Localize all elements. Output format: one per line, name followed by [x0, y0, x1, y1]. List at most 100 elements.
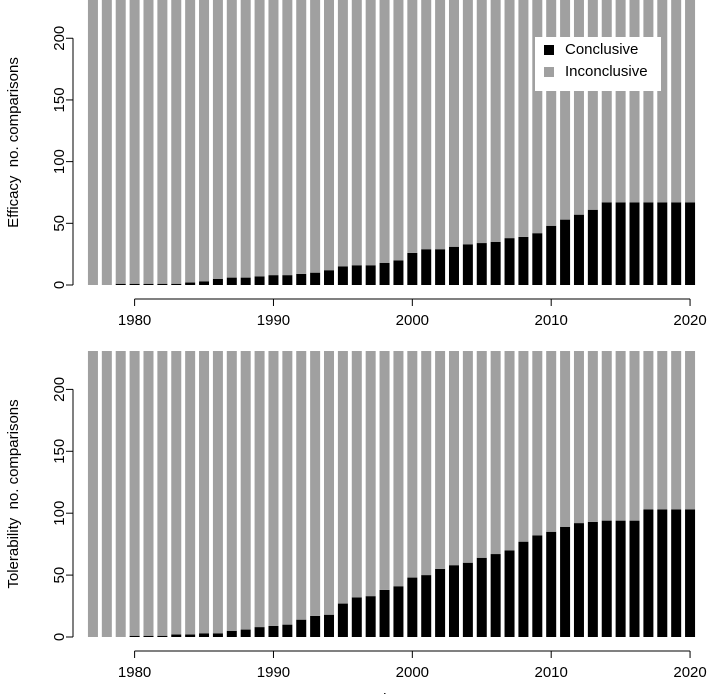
bar-segment: [254, 276, 265, 285]
y-axis-title: Efficacy no. comparisons: [5, 57, 22, 228]
bar-segment: [476, 557, 487, 637]
bar-segment: [587, 351, 598, 522]
bar-segment: [601, 0, 612, 203]
bar-segment: [87, 0, 98, 285]
bar-segment: [421, 0, 432, 250]
bar-segment: [212, 633, 223, 637]
bar-segment: [185, 282, 196, 285]
bar-segment: [476, 0, 487, 244]
bar-segment: [351, 0, 362, 266]
y-tick-label: 100: [51, 149, 68, 174]
bar-segment: [657, 202, 668, 285]
bar-segment: [504, 550, 515, 637]
bar-segment: [324, 351, 335, 615]
bar-segment: [365, 596, 376, 637]
bar-segment: [129, 635, 140, 637]
bar-segment: [240, 351, 251, 630]
bar-segment: [573, 523, 584, 637]
bar-segment: [296, 351, 307, 620]
bar-segment: [157, 635, 168, 637]
x-tick-label: 1990: [257, 312, 290, 329]
bar-segment: [226, 630, 237, 637]
bar-segment: [546, 0, 557, 226]
bar-segment: [310, 615, 321, 637]
bar-segment: [435, 351, 446, 569]
bar-segment: [532, 351, 543, 536]
bar-segment: [601, 520, 612, 637]
legend-swatch: [544, 45, 554, 55]
bar-segment: [157, 0, 168, 284]
bar-segment: [601, 351, 612, 521]
bar-segment: [379, 262, 390, 285]
bar-segment: [671, 351, 682, 510]
bar-segment: [407, 351, 418, 578]
bar-segment: [129, 351, 140, 636]
bar-segment: [226, 351, 237, 631]
bar-segment: [685, 351, 696, 510]
bar-segment: [199, 633, 210, 637]
bar-segment: [226, 0, 237, 278]
bar-segment: [240, 0, 251, 278]
bar-segment: [87, 351, 98, 637]
x-tick-label: 2010: [535, 664, 568, 681]
bar-segment: [393, 260, 404, 285]
bar-segment: [573, 351, 584, 524]
bar-segment: [407, 0, 418, 253]
bar-segment: [421, 249, 432, 285]
bar-segment: [615, 351, 626, 521]
bar-segment: [643, 0, 654, 203]
bar-segment: [629, 0, 640, 203]
bar-segment: [393, 351, 404, 587]
bar-segment: [171, 634, 182, 637]
bar-segment: [448, 246, 459, 285]
bar-segment: [504, 238, 515, 285]
bar-segment: [379, 0, 390, 263]
bar-segment: [518, 236, 529, 285]
bar-segment: [296, 0, 307, 274]
bar-segment: [115, 0, 126, 284]
y-tick-label: 0: [51, 633, 68, 641]
bar-segment: [199, 351, 210, 634]
bar-segment: [240, 629, 251, 637]
bar-segment: [573, 214, 584, 285]
bar-segment: [365, 0, 376, 266]
bar-segment: [504, 0, 515, 239]
bar-segment: [448, 0, 459, 247]
bar-segment: [171, 0, 182, 284]
bar-segment: [476, 351, 487, 558]
bar-segment: [393, 586, 404, 637]
legend-label: Inconclusive: [565, 63, 648, 80]
bar-segment: [518, 541, 529, 637]
bar-segment: [351, 265, 362, 285]
bar-segment: [212, 278, 223, 285]
y-tick-label: 50: [51, 215, 68, 232]
bar-segment: [407, 252, 418, 285]
bar-segment: [462, 244, 473, 285]
bar-segment: [337, 0, 348, 267]
bar-segment: [518, 0, 529, 237]
bar-segment: [587, 209, 598, 285]
x-tick-label: 2000: [396, 312, 429, 329]
bar-segment: [629, 520, 640, 637]
bar-segment: [171, 283, 182, 285]
bar-segment: [129, 283, 140, 285]
bar-segment: [157, 351, 168, 636]
bar-segment: [296, 273, 307, 285]
bar-segment: [337, 351, 348, 604]
bar-segment: [490, 351, 501, 555]
bar-segment: [365, 265, 376, 285]
x-tick-label: 1980: [118, 312, 151, 329]
bar-segment: [324, 0, 335, 271]
bar-segment: [546, 225, 557, 285]
bar-segment: [296, 619, 307, 637]
bar-segment: [240, 277, 251, 285]
bar-segment: [143, 0, 154, 284]
bar-segment: [143, 635, 154, 637]
bar-segment: [324, 270, 335, 285]
bar-segment: [560, 351, 571, 527]
bar-segment: [546, 351, 557, 532]
bar-segment: [643, 351, 654, 510]
bar-segment: [254, 351, 265, 628]
